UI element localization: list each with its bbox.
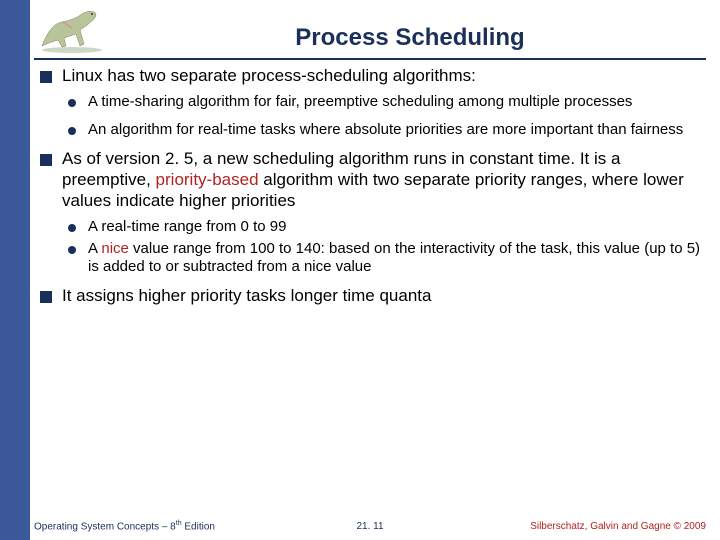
footer-page: 21. 11 (356, 521, 383, 532)
bullet-text: It assigns higher priority tasks longer … (62, 286, 431, 307)
bullet-3: It assigns higher priority tasks longer … (40, 286, 702, 307)
title-area: Process Scheduling (120, 24, 700, 52)
content-area: Linux has two separate process-schedulin… (40, 66, 702, 313)
dot-bullet-icon (68, 99, 76, 107)
footer-right: Silberschatz, Galvin and Gagne © 2009 (530, 521, 706, 532)
footer-text: Edition (182, 521, 215, 532)
bullet-text: Linux has two separate process-schedulin… (62, 66, 476, 87)
bullet-text: As of version 2. 5, a new scheduling alg… (62, 149, 702, 211)
sub-bullet: A real-time range from 0 to 99 (68, 218, 702, 236)
dot-bullet-icon (68, 127, 76, 135)
square-bullet-icon (40, 154, 52, 166)
square-bullet-icon (40, 291, 52, 303)
dot-bullet-icon (68, 224, 76, 232)
sub-bullet-text: An algorithm for real-time tasks where a… (88, 121, 683, 139)
dinosaur-logo (32, 4, 112, 54)
sidebar-accent (0, 0, 30, 540)
text-part: A (88, 240, 101, 257)
bullet-1: Linux has two separate process-schedulin… (40, 66, 702, 87)
footer-text: Operating System Concepts – 8 (34, 521, 176, 532)
text-highlight: nice (101, 240, 129, 257)
sub-bullet: A time-sharing algorithm for fair, preem… (68, 93, 702, 111)
title-rule (34, 58, 706, 60)
sub-bullet: A nice value range from 100 to 140: base… (68, 240, 702, 277)
sub-bullet: An algorithm for real-time tasks where a… (68, 121, 702, 139)
sub-bullet-text: A time-sharing algorithm for fair, preem… (88, 93, 632, 111)
text-part: value range from 100 to 140: based on th… (88, 240, 700, 275)
dot-bullet-icon (68, 246, 76, 254)
bullet-2: As of version 2. 5, a new scheduling alg… (40, 149, 702, 211)
sub-bullet-text: A real-time range from 0 to 99 (88, 218, 286, 236)
square-bullet-icon (40, 71, 52, 83)
footer: Operating System Concepts – 8th Edition … (34, 520, 706, 532)
sub-bullet-text: A nice value range from 100 to 140: base… (88, 240, 702, 277)
footer-left: Operating System Concepts – 8th Edition (34, 520, 215, 532)
slide-title: Process Scheduling (120, 24, 700, 52)
text-highlight: priority-based (156, 170, 259, 189)
